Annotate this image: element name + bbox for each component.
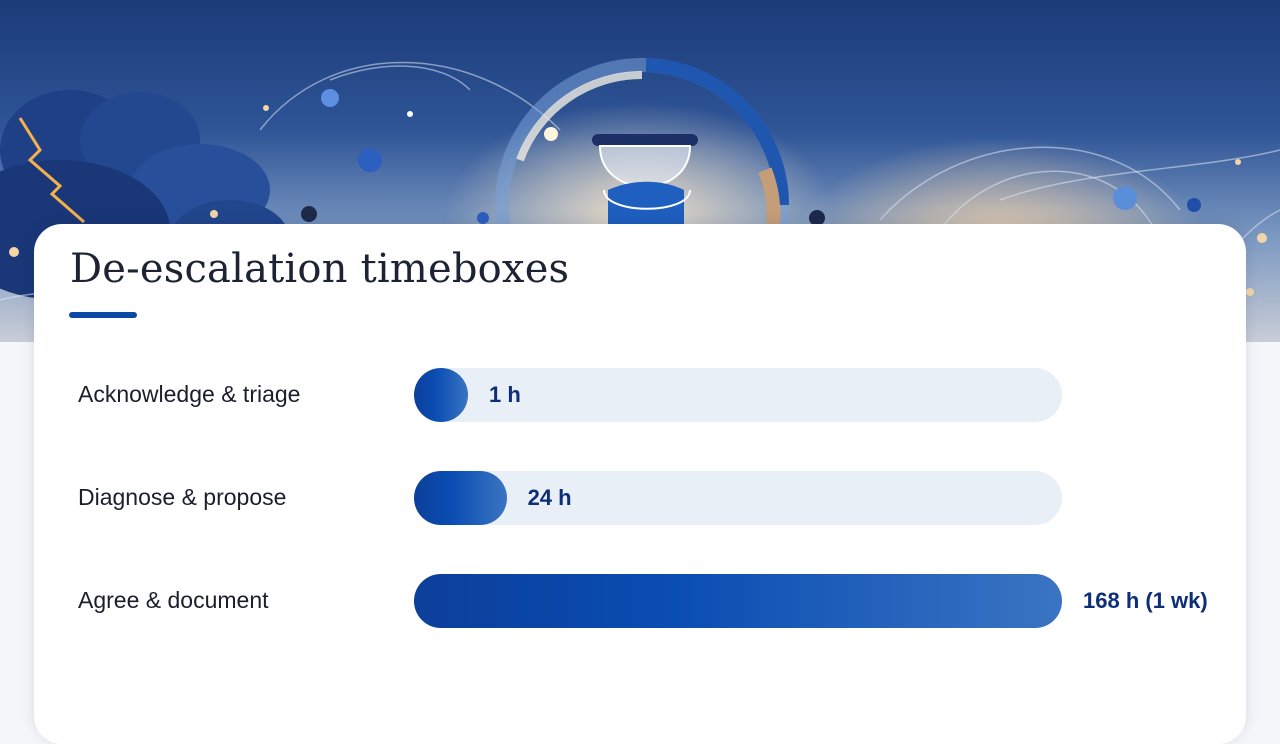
hourglass-icon — [592, 134, 698, 230]
bar-track — [414, 574, 1062, 628]
person-icon — [301, 206, 825, 226]
lightning-icon — [18, 117, 85, 224]
decorative-orbs — [9, 89, 1267, 296]
title-accent-underline — [69, 312, 137, 318]
data-label: 24 h — [527, 485, 572, 510]
bar — [414, 368, 468, 422]
bar — [414, 471, 507, 525]
category-label: Diagnose & propose — [78, 484, 287, 510]
category-label: Agree & document — [78, 587, 269, 613]
bar — [414, 574, 1062, 628]
bar-track — [414, 368, 1062, 422]
data-label: 1 h — [489, 382, 521, 407]
category-label: Acknowledge & triage — [78, 381, 301, 407]
data-label: 168 h (1 wk) — [1083, 588, 1208, 613]
chart-title: De-escalation timeboxes — [70, 246, 570, 292]
bar-track — [414, 471, 1062, 525]
